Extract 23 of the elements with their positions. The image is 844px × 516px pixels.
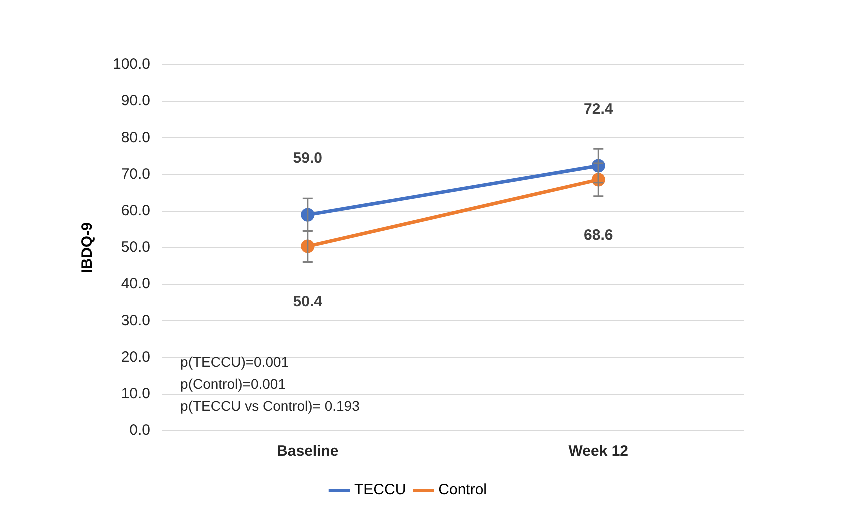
y-tick-label: 40.0 [121, 276, 151, 293]
legend-label: Control [438, 482, 488, 499]
y-tick-label: 90.0 [121, 92, 151, 110]
y-tick-label: 100.0 [112, 56, 151, 74]
y-tick-label: 50.0 [121, 239, 151, 256]
x-tick-label: Week 12 [568, 443, 629, 460]
annotation: p(TECCU)=0.001 [180, 354, 290, 370]
y-tick-label: 70.0 [121, 166, 151, 183]
annotation: p(TECCU vs Control)= 0.193 [180, 398, 360, 414]
x-tick-label: Baseline [277, 443, 339, 460]
data-label: 59.0 [293, 150, 323, 168]
y-tick-label: 0.0 [130, 422, 151, 440]
y-tick-label: 30.0 [121, 312, 151, 330]
annotation: p(Control)=0.001 [180, 376, 286, 392]
y-tick-label: 80.0 [121, 129, 151, 146]
data-label: 68.6 [584, 227, 614, 244]
legend-label: TECCU [354, 482, 406, 499]
data-label: 72.4 [584, 101, 614, 118]
y-tick-label: 20.0 [121, 348, 151, 366]
data-label: 50.4 [293, 294, 324, 311]
y-tick-label: 10.0 [121, 386, 151, 403]
y-tick-label: 60.0 [121, 202, 151, 220]
y-axis-title: IBDQ-9 [79, 222, 96, 274]
